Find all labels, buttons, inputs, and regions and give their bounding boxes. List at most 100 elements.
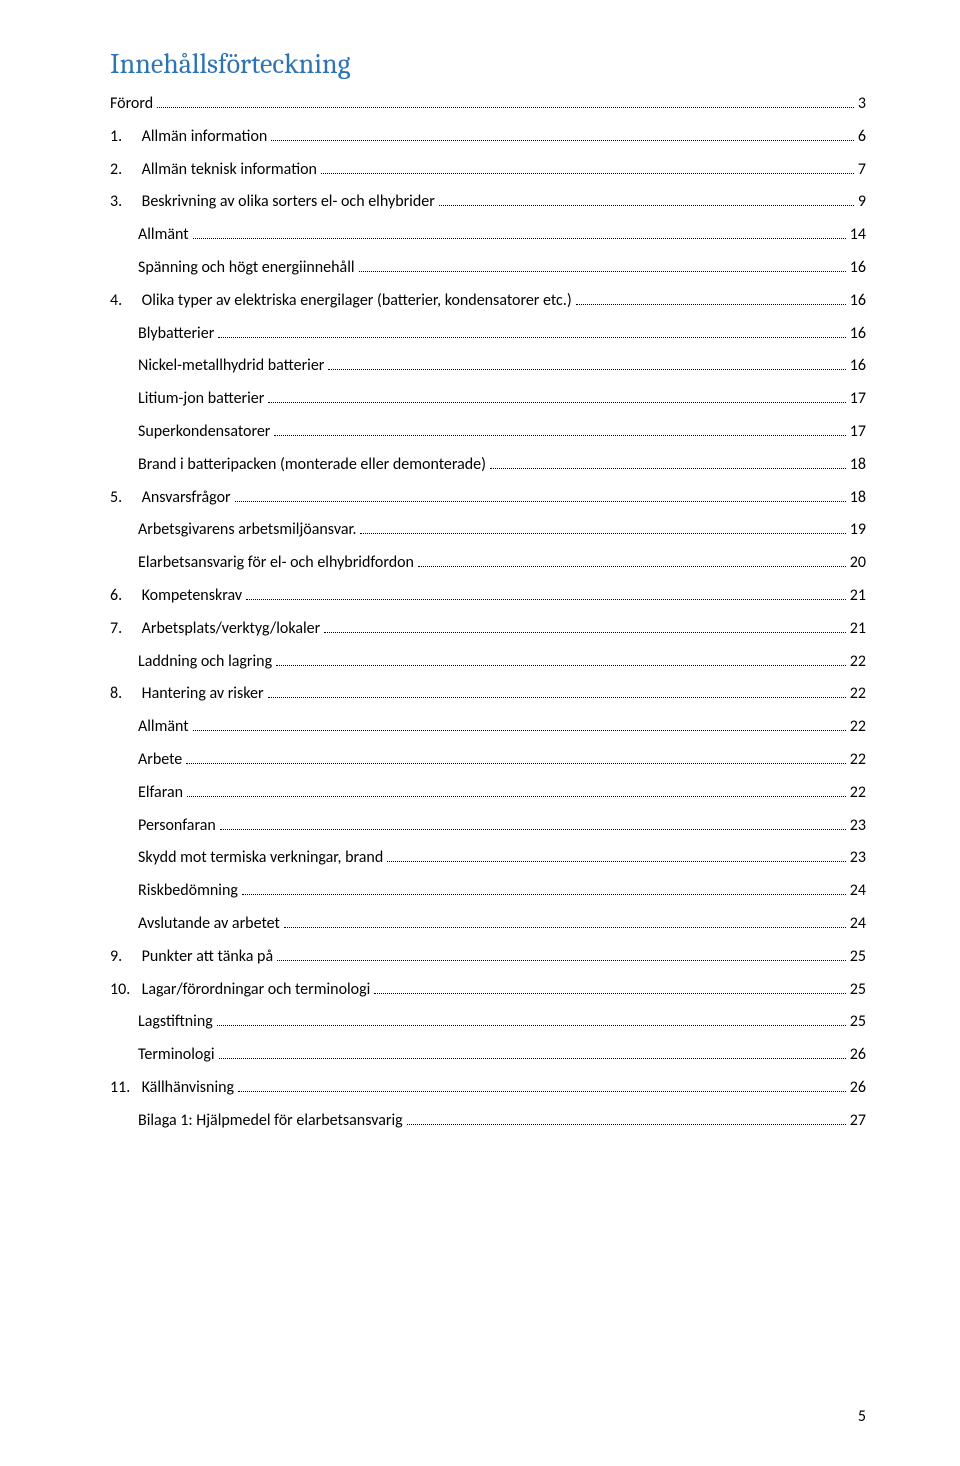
toc-entry[interactable]: Förord3: [110, 88, 866, 121]
toc-entry-page: 22: [850, 650, 866, 675]
toc-leader-dots: [284, 914, 846, 928]
toc-entry[interactable]: Skydd mot termiska verkningar, brand23: [110, 842, 866, 875]
toc-entry-page: 25: [850, 1010, 866, 1035]
toc-entry[interactable]: 8. Hantering av risker22: [110, 678, 866, 711]
toc-entry[interactable]: 5. Ansvarsfrågor18: [110, 482, 866, 515]
toc-entry-label: Allmänt: [138, 223, 189, 248]
toc-entry-text: Riskbedömning: [138, 881, 238, 900]
toc-entry-label: Allmänt: [138, 715, 189, 740]
toc-entry-text: Avslutande av arbetet: [138, 914, 280, 933]
toc-entry-text: Elfaran: [138, 783, 183, 802]
toc-entry-label: Avslutande av arbetet: [138, 912, 280, 937]
toc-list: Förord31. Allmän information62. Allmän t…: [110, 88, 866, 1138]
toc-leader-dots: [218, 323, 846, 337]
toc-entry-text: Arbete: [138, 750, 182, 769]
toc-entry[interactable]: 10. Lagar/förordningar och terminologi 25: [110, 974, 866, 1007]
toc-entry-text: Elarbetsansvarig för el- och elhybridfor…: [138, 553, 414, 572]
toc-entry-page: 16: [850, 354, 866, 379]
toc-entry-page: 17: [850, 387, 866, 412]
toc-entry[interactable]: 7. Arbetsplats/verktyg/lokaler21: [110, 613, 866, 646]
toc-entry-text: Allmän teknisk information: [142, 160, 317, 179]
toc-entry[interactable]: Superkondensatorer17: [110, 416, 866, 449]
toc-entry-text: Nickel-metallhydrid batterier: [138, 356, 324, 375]
toc-entry[interactable]: Avslutande av arbetet 24: [110, 908, 866, 941]
toc-entry[interactable]: Bilaga 1: Hjälpmedel för elarbetsansvari…: [110, 1105, 866, 1138]
toc-entry-page: 18: [850, 453, 866, 478]
toc-entry[interactable]: Elarbetsansvarig för el- och elhybridfor…: [110, 547, 866, 580]
toc-entry-text: Blybatterier: [138, 324, 214, 343]
toc-entry-page: 24: [850, 912, 866, 937]
toc-entry-text: Terminologi: [138, 1045, 215, 1064]
toc-entry[interactable]: Arbete22: [110, 744, 866, 777]
toc-entry[interactable]: Terminologi 26: [110, 1039, 866, 1072]
toc-leader-dots: [439, 192, 854, 206]
toc-entry[interactable]: Riskbedömning 24: [110, 875, 866, 908]
toc-entry-label: Superkondensatorer: [138, 420, 270, 445]
toc-entry-page: 23: [850, 814, 866, 839]
toc-entry-page: 19: [850, 518, 866, 543]
toc-entry[interactable]: 9. Punkter att tänka på25: [110, 941, 866, 974]
toc-entry[interactable]: Brand i batteripacken (monterade eller d…: [110, 449, 866, 482]
toc-leader-dots: [217, 1012, 846, 1026]
toc-entry-text: Beskrivning av olika sorters el- och elh…: [142, 192, 435, 211]
toc-leader-dots: [418, 553, 846, 567]
toc-leader-dots: [187, 782, 846, 796]
toc-leader-dots: [387, 848, 846, 862]
toc-leader-dots: [193, 717, 846, 731]
toc-entry-label: Skydd mot termiska verkningar, brand: [138, 846, 383, 871]
toc-entry-text: Hantering av risker: [142, 684, 264, 703]
toc-entry[interactable]: Laddning och lagring22: [110, 646, 866, 679]
toc-entry-label: Litium-jon batterier: [138, 387, 264, 412]
toc-leader-dots: [242, 881, 846, 895]
toc-entry-page: 22: [850, 682, 866, 707]
toc-leader-dots: [359, 258, 846, 272]
toc-entry[interactable]: 4. Olika typer av elektriska energilager…: [110, 285, 866, 318]
toc-leader-dots: [268, 389, 845, 403]
toc-entry-page: 3: [858, 92, 866, 117]
toc-leader-dots: [276, 651, 846, 665]
toc-entry-page: 24: [850, 879, 866, 904]
toc-entry-text: Superkondensatorer: [138, 422, 270, 441]
toc-entry[interactable]: Blybatterier 16: [110, 318, 866, 351]
toc-entry[interactable]: 11. Källhänvisning26: [110, 1072, 866, 1105]
toc-entry-label: Elarbetsansvarig för el- och elhybridfor…: [138, 551, 414, 576]
toc-entry-number: 10.: [110, 978, 138, 1003]
toc-entry-label: Spänning och högt energiinnehåll: [138, 256, 355, 281]
toc-entry[interactable]: 3. Beskrivning av olika sorters el- och …: [110, 186, 866, 219]
toc-leader-dots: [328, 356, 845, 370]
toc-title: Innehållsförteckning: [110, 48, 866, 80]
toc-entry-page: 25: [850, 978, 866, 1003]
toc-entry-text: Lagar/förordningar och terminologi: [142, 980, 371, 999]
page-number: 5: [858, 1407, 866, 1426]
toc-entry-text: Kompetenskrav: [142, 586, 242, 605]
toc-entry-text: Allmänt: [138, 717, 189, 736]
toc-entry-label: 10. Lagar/förordningar och terminologi: [110, 978, 370, 1003]
toc-entry-page: 16: [850, 256, 866, 281]
toc-entry[interactable]: Allmänt14: [110, 219, 866, 252]
toc-leader-dots: [238, 1078, 846, 1092]
toc-entry-label: 1. Allmän information: [110, 125, 267, 150]
toc-entry[interactable]: 2. Allmän teknisk information7: [110, 154, 866, 187]
toc-leader-dots: [321, 159, 854, 173]
toc-entry[interactable]: Arbetsgivarens arbetsmiljöansvar.19: [110, 514, 866, 547]
toc-entry-page: 16: [850, 322, 866, 347]
toc-entry[interactable]: Spänning och högt energiinnehåll 16: [110, 252, 866, 285]
toc-entry-page: 26: [850, 1043, 866, 1068]
toc-entry[interactable]: 6. Kompetenskrav21: [110, 580, 866, 613]
toc-leader-dots: [274, 422, 845, 436]
toc-leader-dots: [235, 487, 846, 501]
toc-entry-page: 18: [850, 486, 866, 511]
toc-entry-label: Elfaran: [138, 781, 183, 806]
toc-entry[interactable]: Litium-jon batterier 17: [110, 383, 866, 416]
toc-entry[interactable]: Nickel-metallhydrid batterier 16: [110, 350, 866, 383]
toc-entry[interactable]: Elfaran22: [110, 777, 866, 810]
toc-entry-page: 20: [850, 551, 866, 576]
toc-entry-page: 16: [850, 289, 866, 314]
toc-entry-text: Allmänt: [138, 225, 189, 244]
toc-entry[interactable]: Lagstiftning25: [110, 1006, 866, 1039]
toc-entry[interactable]: Personfaran23: [110, 810, 866, 843]
toc-leader-dots: [360, 520, 845, 534]
toc-leader-dots: [186, 750, 846, 764]
toc-entry[interactable]: Allmänt22: [110, 711, 866, 744]
toc-entry[interactable]: 1. Allmän information6: [110, 121, 866, 154]
